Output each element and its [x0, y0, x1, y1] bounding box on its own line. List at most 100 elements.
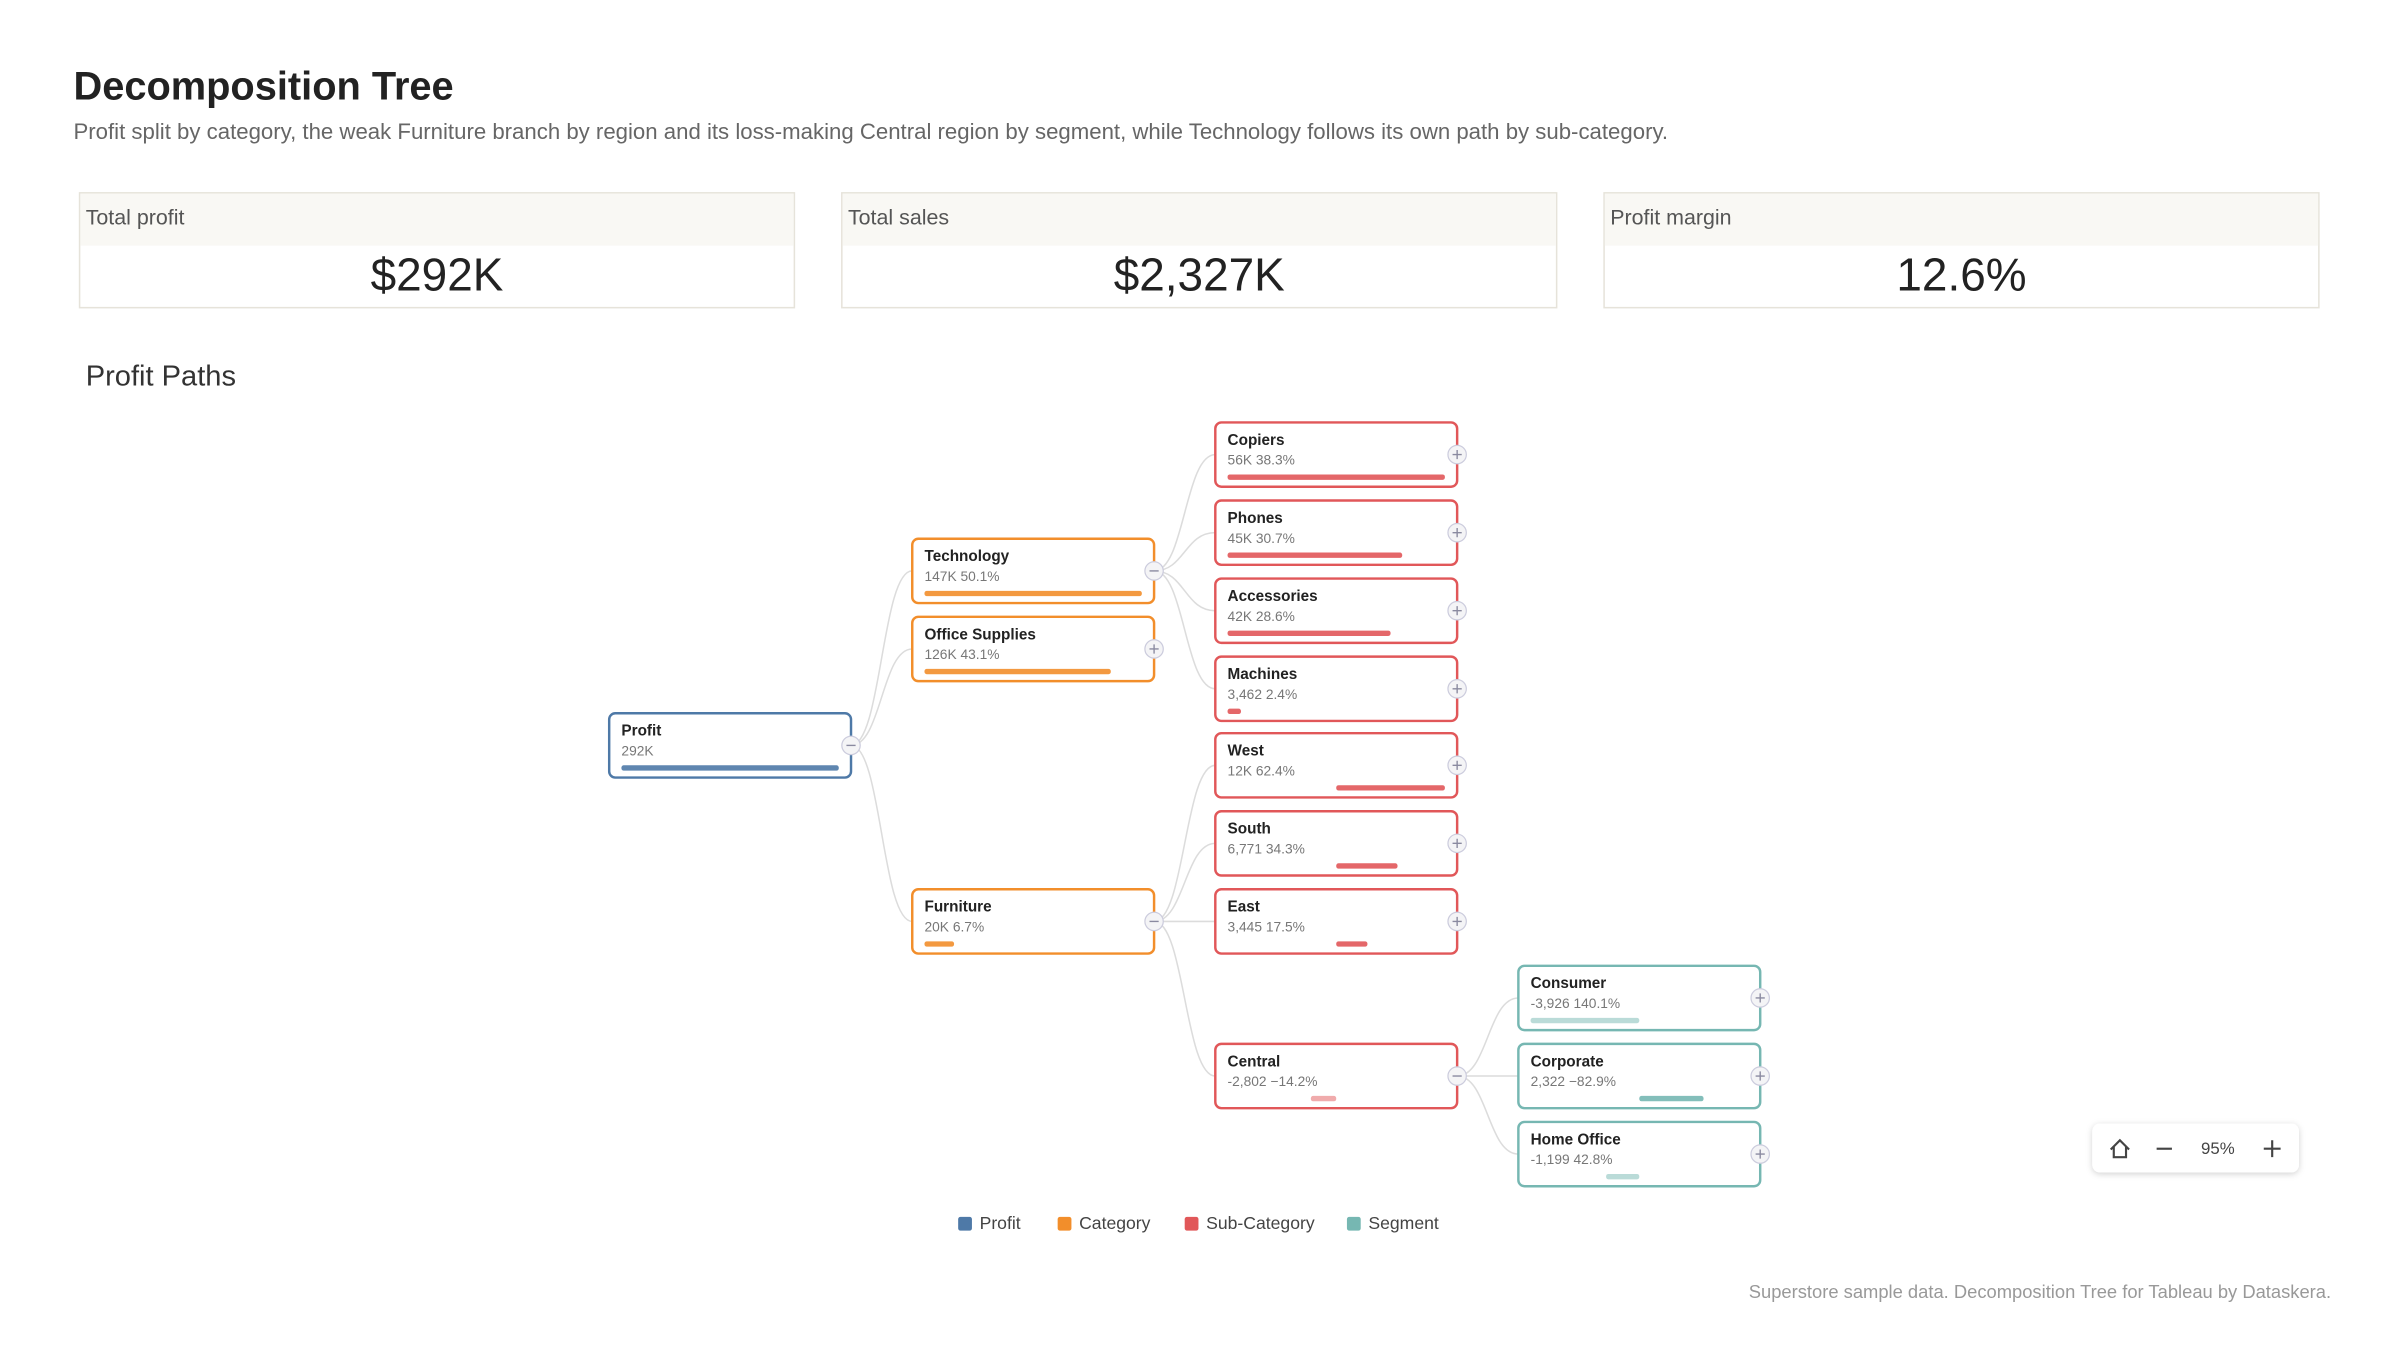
edge	[1154, 531, 1216, 572]
node-share: −82.9%	[1569, 1074, 1616, 1089]
section-title: Profit Paths	[86, 361, 236, 393]
tree-node: Central -2,802 −14.2%	[1214, 1042, 1467, 1110]
node-name: Phones	[1228, 510, 1283, 527]
node-bar	[1336, 941, 1368, 947]
node-bar	[1227, 708, 1241, 715]
node-name: Copiers	[1228, 432, 1285, 449]
node-detail: 56K 38.3%	[1228, 452, 1295, 467]
kpi-label: Total sales	[848, 206, 949, 230]
kpi-header	[80, 193, 794, 246]
node-value: 45K	[1228, 530, 1253, 545]
expand-button[interactable]	[1447, 833, 1467, 854]
node-share: 50.1%	[960, 569, 999, 584]
node-name: East	[1228, 899, 1260, 916]
tree-node: Consumer -3,926 140.1%	[1517, 964, 1770, 1032]
node-detail: -2,802 −14.2%	[1228, 1074, 1318, 1089]
node-bar	[924, 590, 1142, 597]
zoom-panel	[2092, 1123, 2299, 1173]
collapse-button[interactable]	[1144, 561, 1164, 581]
node-bar	[924, 668, 1111, 675]
title: Decomposition Tree	[73, 64, 453, 108]
edge	[850, 744, 913, 923]
kpi-label: Profit margin	[1610, 206, 1731, 230]
node-bar	[1310, 1095, 1337, 1102]
edge	[1457, 1075, 1519, 1155]
expand-button[interactable]	[1447, 755, 1467, 776]
button-icon	[1452, 760, 1462, 770]
expand-button[interactable]	[1144, 639, 1164, 659]
node-name: Corporate	[1531, 1053, 1604, 1070]
expand-button[interactable]	[1750, 988, 1770, 1008]
edge	[850, 648, 913, 747]
expand-button[interactable]	[1447, 444, 1467, 465]
edge	[1153, 920, 1216, 1077]
legend-swatch	[958, 1216, 972, 1231]
kpi-value: 12.6%	[1896, 249, 2026, 301]
node-value: 12K	[1228, 763, 1253, 778]
kpi-value: $292K	[371, 249, 504, 301]
node-share: 28.6%	[1256, 608, 1295, 623]
tree-node: Furniture 20K 6.7%	[911, 888, 1164, 955]
legend-swatch	[1057, 1216, 1072, 1231]
expand-button[interactable]	[1750, 1144, 1770, 1164]
node-share: 6.7%	[953, 919, 984, 934]
legend-label: Profit	[980, 1213, 1021, 1233]
node-detail: 6,771 34.3%	[1228, 841, 1305, 856]
tree-node: Phones 45K 30.7%	[1214, 499, 1467, 567]
node-value: -2,802	[1228, 1074, 1267, 1089]
tree-node: Office Supplies 126K 43.1%	[911, 615, 1164, 683]
node-detail: -3,926 140.1%	[1531, 996, 1621, 1011]
expand-button[interactable]	[1447, 600, 1467, 621]
node-detail: 12K 62.4%	[1228, 763, 1295, 778]
edges	[850, 453, 1519, 1155]
node-value: -3,926	[1531, 996, 1570, 1011]
expand-button[interactable]	[1447, 678, 1467, 699]
expand-button[interactable]	[1750, 1066, 1770, 1086]
node-value: 292K	[621, 743, 654, 758]
node-bar	[1606, 1173, 1640, 1180]
node-share: 34.3%	[1266, 841, 1305, 856]
expand-button[interactable]	[1447, 522, 1467, 543]
tree-node: Corporate 2,322 −82.9%	[1517, 1042, 1770, 1110]
node-name: Office Supplies	[924, 626, 1035, 643]
collapse-button[interactable]	[841, 735, 861, 756]
kpi-value: $2,327K	[1114, 249, 1285, 301]
tree-node: West 12K 62.4%	[1214, 731, 1467, 799]
footer: Superstore sample data. Decomposition Tr…	[1749, 1281, 2331, 1302]
node-value: 2,322	[1531, 1074, 1565, 1089]
button-icon	[1452, 838, 1462, 848]
node-name: Furniture	[924, 899, 991, 916]
node-bar	[924, 941, 955, 947]
node-bar	[1227, 474, 1445, 480]
edge	[850, 570, 913, 747]
node-share: 30.7%	[1256, 530, 1295, 545]
button-icon	[1452, 450, 1462, 460]
tree-node: East 3,445 17.5%	[1214, 888, 1467, 955]
kpi-header	[842, 193, 1556, 246]
button-icon	[1452, 606, 1462, 616]
node-value: 20K	[924, 919, 949, 934]
node-bar	[1227, 552, 1403, 558]
node-name: Home Office	[1531, 1131, 1621, 1148]
tree-node: Home Office -1,199 42.8%	[1517, 1120, 1770, 1188]
kpi-label: Total profit	[86, 206, 185, 230]
expand-button[interactable]	[1447, 911, 1467, 932]
home-button[interactable]	[2109, 1138, 2130, 1159]
node-value: 126K	[924, 647, 957, 662]
collapse-button[interactable]	[1447, 1066, 1467, 1086]
node-detail: 3,445 17.5%	[1228, 919, 1305, 934]
legend-label: Segment	[1368, 1213, 1439, 1233]
collapse-button[interactable]	[1144, 911, 1164, 932]
edge	[1154, 842, 1216, 923]
node-detail: 292K	[621, 743, 654, 758]
legend-swatch	[1184, 1216, 1199, 1231]
tree-node: South 6,771 34.3%	[1214, 809, 1467, 877]
node-bar	[1227, 630, 1391, 636]
kpi-header	[1604, 193, 2319, 246]
node-value: 147K	[924, 569, 957, 584]
node-detail: 147K 50.1%	[924, 569, 999, 584]
button-icon	[1755, 1071, 1765, 1081]
node-detail: 2,322 −82.9%	[1531, 1074, 1616, 1089]
node-share: 17.5%	[1266, 919, 1305, 934]
zoom-in-button[interactable]	[2263, 1140, 2281, 1158]
